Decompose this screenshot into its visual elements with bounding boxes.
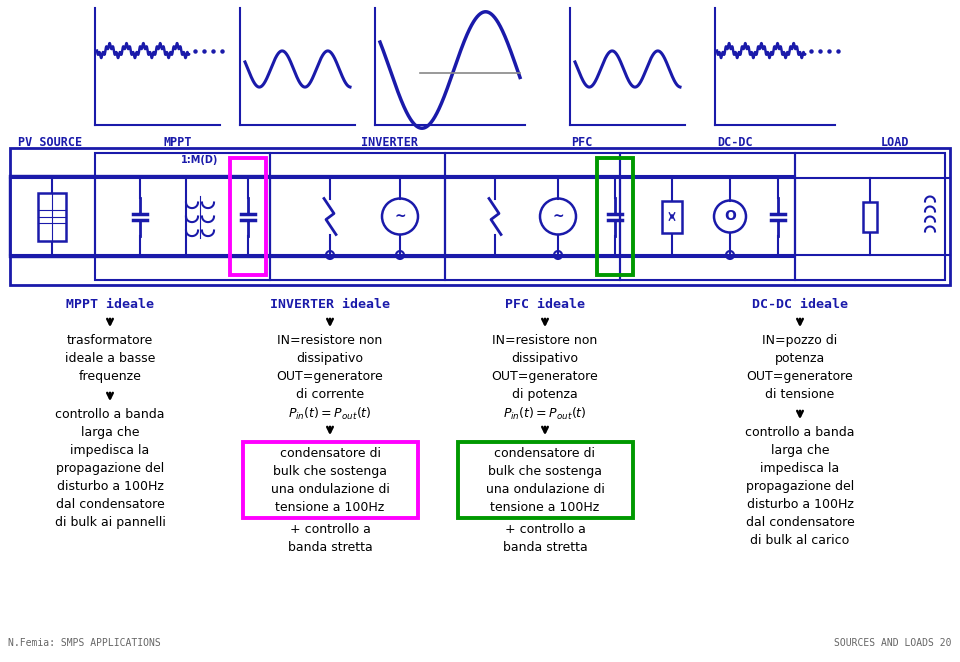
Text: condensatore di: condensatore di bbox=[279, 447, 380, 460]
Text: dal condensatore: dal condensatore bbox=[746, 516, 854, 529]
Text: bulk che sostenga: bulk che sostenga bbox=[488, 465, 602, 478]
Text: PFC: PFC bbox=[571, 136, 592, 149]
Text: controllo a banda: controllo a banda bbox=[56, 408, 165, 421]
Text: $P_{in}(t)=P_{out}(t)$: $P_{in}(t)=P_{out}(t)$ bbox=[503, 406, 587, 422]
Text: DC-DC: DC-DC bbox=[717, 136, 753, 149]
Text: ideale a basse: ideale a basse bbox=[65, 352, 156, 365]
Bar bbox=[10, 176, 270, 257]
Bar bbox=[795, 153, 945, 280]
Text: di bulk al carico: di bulk al carico bbox=[751, 534, 850, 547]
Bar bbox=[445, 153, 620, 280]
Text: impedisca la: impedisca la bbox=[760, 462, 840, 475]
Text: IN=resistore non: IN=resistore non bbox=[277, 334, 383, 347]
Text: larga che: larga che bbox=[81, 426, 139, 439]
Text: SOURCES AND LOADS 20: SOURCES AND LOADS 20 bbox=[834, 638, 952, 648]
Text: disturbo a 100Hz: disturbo a 100Hz bbox=[57, 480, 163, 493]
Text: banda stretta: banda stretta bbox=[503, 541, 588, 554]
Bar bbox=[620, 153, 795, 280]
Text: N.Femia: SMPS APPLICATIONS: N.Femia: SMPS APPLICATIONS bbox=[8, 638, 160, 648]
Bar bbox=[10, 176, 95, 257]
Bar bbox=[10, 148, 950, 285]
Text: $P_{in}(t)=P_{out}(t)$: $P_{in}(t)=P_{out}(t)$ bbox=[288, 406, 372, 422]
Text: MPPT: MPPT bbox=[164, 136, 192, 149]
Text: ~: ~ bbox=[552, 209, 564, 224]
Bar bbox=[458, 442, 633, 518]
Bar bbox=[10, 176, 795, 257]
Text: INVERTER ideale: INVERTER ideale bbox=[270, 298, 390, 311]
Text: controllo a banda: controllo a banda bbox=[745, 426, 854, 439]
Text: MPPT ideale: MPPT ideale bbox=[66, 298, 154, 311]
Bar bbox=[10, 176, 445, 257]
Text: dissipativo: dissipativo bbox=[297, 352, 364, 365]
Bar bbox=[597, 158, 633, 275]
Text: IN=pozzo di: IN=pozzo di bbox=[762, 334, 838, 347]
Text: trasformatore: trasformatore bbox=[67, 334, 154, 347]
Bar bbox=[10, 176, 620, 257]
Bar bbox=[38, 193, 66, 240]
Text: bulk che sostenga: bulk che sostenga bbox=[273, 465, 387, 478]
Bar bbox=[662, 201, 682, 232]
Text: ~: ~ bbox=[395, 209, 406, 224]
Bar bbox=[230, 158, 266, 275]
Text: IN=resistore non: IN=resistore non bbox=[492, 334, 598, 347]
Text: + controllo a: + controllo a bbox=[290, 523, 371, 536]
Text: frequenze: frequenze bbox=[79, 370, 141, 383]
Text: 1:M(D): 1:M(D) bbox=[181, 155, 219, 165]
Text: INVERTER: INVERTER bbox=[362, 136, 419, 149]
Bar bbox=[270, 153, 445, 280]
Text: una ondulazione di: una ondulazione di bbox=[486, 483, 605, 496]
Text: DC-DC ideale: DC-DC ideale bbox=[752, 298, 848, 311]
Text: disturbo a 100Hz: disturbo a 100Hz bbox=[747, 498, 853, 511]
Bar bbox=[863, 201, 877, 232]
Text: di potenza: di potenza bbox=[512, 388, 578, 401]
Text: di bulk ai pannelli: di bulk ai pannelli bbox=[55, 516, 165, 529]
Text: PV SOURCE: PV SOURCE bbox=[18, 136, 82, 149]
Text: tensione a 100Hz: tensione a 100Hz bbox=[491, 501, 600, 514]
Text: dissipativo: dissipativo bbox=[512, 352, 579, 365]
Text: banda stretta: banda stretta bbox=[288, 541, 372, 554]
Bar bbox=[95, 153, 270, 280]
Text: + controllo a: + controllo a bbox=[505, 523, 586, 536]
Text: PFC ideale: PFC ideale bbox=[505, 298, 585, 311]
Text: OUT=generatore: OUT=generatore bbox=[276, 370, 383, 383]
Text: LOAD: LOAD bbox=[880, 136, 909, 149]
Text: propagazione del: propagazione del bbox=[746, 480, 854, 493]
Text: O: O bbox=[724, 209, 736, 224]
Text: dal condensatore: dal condensatore bbox=[56, 498, 164, 511]
Text: propagazione del: propagazione del bbox=[56, 462, 164, 475]
Text: tensione a 100Hz: tensione a 100Hz bbox=[276, 501, 385, 514]
Text: di corrente: di corrente bbox=[296, 388, 364, 401]
Text: larga che: larga che bbox=[771, 444, 829, 457]
Text: di tensione: di tensione bbox=[765, 388, 834, 401]
Text: impedisca la: impedisca la bbox=[70, 444, 150, 457]
Bar bbox=[243, 442, 418, 518]
Text: OUT=generatore: OUT=generatore bbox=[747, 370, 853, 383]
Text: potenza: potenza bbox=[775, 352, 826, 365]
Text: OUT=generatore: OUT=generatore bbox=[492, 370, 598, 383]
Text: condensatore di: condensatore di bbox=[494, 447, 595, 460]
Text: una ondulazione di: una ondulazione di bbox=[271, 483, 390, 496]
